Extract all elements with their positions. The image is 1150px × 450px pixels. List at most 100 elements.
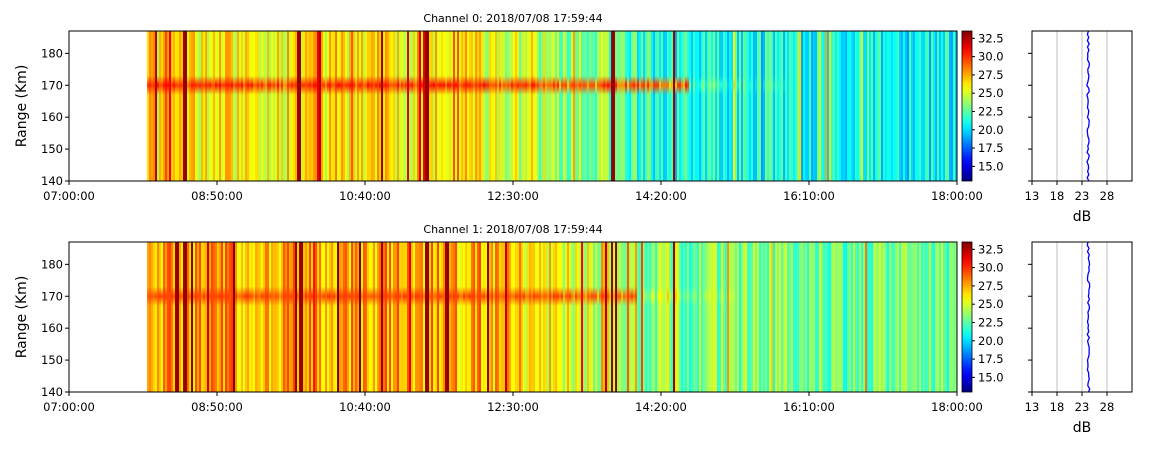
heatmap-column <box>799 242 802 392</box>
heatmap-column <box>895 31 898 181</box>
heatmap-column <box>519 242 522 392</box>
heatmap-column <box>563 242 566 392</box>
heatmap-column <box>703 242 706 392</box>
heatmap-column <box>591 242 594 392</box>
heatmap-column <box>899 31 902 181</box>
heatmap-column <box>645 31 648 181</box>
heatmap-column <box>309 31 312 181</box>
heatmap-column <box>955 242 958 392</box>
colorbar-tick-label: 22.5 <box>978 315 1004 329</box>
heatmap-column <box>803 242 806 392</box>
heatmap-column <box>661 242 664 392</box>
heatmap-column <box>167 242 170 392</box>
heatmap-column <box>849 242 852 392</box>
heatmap-column <box>303 31 306 181</box>
heatmap-column <box>949 31 952 181</box>
heatmap-column <box>865 242 868 392</box>
heatmap-column <box>765 242 768 392</box>
heatmap-column <box>907 242 910 392</box>
heatmap-column <box>535 31 538 181</box>
heatmap-column <box>165 31 168 181</box>
heatmap-column <box>479 31 482 181</box>
heatmap-column <box>255 31 258 181</box>
heatmap-column <box>853 31 856 181</box>
heatmap-column <box>409 31 412 181</box>
heatmap-column <box>345 31 348 181</box>
x-tick-label: 12:30:00 <box>487 189 539 203</box>
heatmap-column <box>779 31 782 181</box>
heatmap-column <box>307 242 310 392</box>
heatmap-column <box>597 31 600 181</box>
colorbar-tick-label: 15.0 <box>978 370 1004 384</box>
heatmap-column <box>535 242 538 392</box>
heatmap-column <box>837 242 840 392</box>
heatmap-column <box>887 31 890 181</box>
heatmap-column <box>827 31 830 181</box>
heatmap-column <box>481 242 484 392</box>
heatmap-column <box>645 242 648 392</box>
heatmap-column <box>713 242 716 392</box>
heatmap-column <box>789 242 792 392</box>
heatmap-column <box>415 242 418 392</box>
heatmap-column <box>501 31 504 181</box>
heatmap-column <box>827 242 830 392</box>
heatmap-column <box>399 242 402 392</box>
heatmap-column <box>659 31 662 181</box>
heatmap-column <box>315 31 318 181</box>
heatmap-column <box>323 31 326 181</box>
heatmap-column <box>531 242 534 392</box>
heatmap-column <box>541 31 544 181</box>
heatmap-column <box>697 242 700 392</box>
heatmap-column <box>449 31 452 181</box>
rti-heatmap <box>147 31 958 181</box>
heatmap-column <box>195 242 198 392</box>
heatmap-column <box>861 242 864 392</box>
heatmap-column <box>629 242 632 392</box>
heatmap-column <box>459 31 462 181</box>
heatmap-column <box>941 242 944 392</box>
heatmap-column <box>791 31 794 181</box>
heatmap-column <box>811 31 814 181</box>
heatmap-column <box>385 31 388 181</box>
heatmap-column <box>913 242 916 392</box>
heatmap-column <box>807 242 810 392</box>
heatmap-column <box>483 242 486 392</box>
heatmap-column <box>635 242 638 392</box>
heatmap-column <box>289 242 292 392</box>
heatmap-column <box>515 31 518 181</box>
heatmap-column <box>345 242 348 392</box>
heatmap-column <box>787 242 790 392</box>
heatmap-column <box>259 242 262 392</box>
heatmap-column <box>851 242 854 392</box>
heatmap-column <box>605 242 608 392</box>
heatmap-column <box>835 242 838 392</box>
heatmap-column <box>201 242 204 392</box>
heatmap-column <box>589 31 592 181</box>
heatmap-column <box>203 31 206 181</box>
heatmap-column <box>725 31 728 181</box>
heatmap-column <box>297 31 300 181</box>
y-tick-label: 180 <box>41 46 63 60</box>
heatmap-column <box>875 242 878 392</box>
heatmap-column <box>283 242 286 392</box>
heatmap-column <box>491 31 494 181</box>
heatmap-column <box>357 242 360 392</box>
heatmap-column <box>231 31 234 181</box>
heatmap-column <box>255 242 258 392</box>
heatmap-column <box>319 242 322 392</box>
heatmap-column <box>427 31 430 181</box>
heatmap-column <box>205 242 208 392</box>
heatmap-column <box>371 242 374 392</box>
heatmap-column <box>461 242 464 392</box>
heatmap-column <box>341 242 344 392</box>
heatmap-column <box>159 242 162 392</box>
heatmap-column <box>417 31 420 181</box>
heatmap-column <box>363 242 366 392</box>
heatmap-column <box>521 31 524 181</box>
heatmap-column <box>169 242 172 392</box>
heatmap-column <box>685 31 688 181</box>
heatmap-column <box>207 242 210 392</box>
heatmap-column <box>239 242 242 392</box>
heatmap-column <box>561 31 564 181</box>
